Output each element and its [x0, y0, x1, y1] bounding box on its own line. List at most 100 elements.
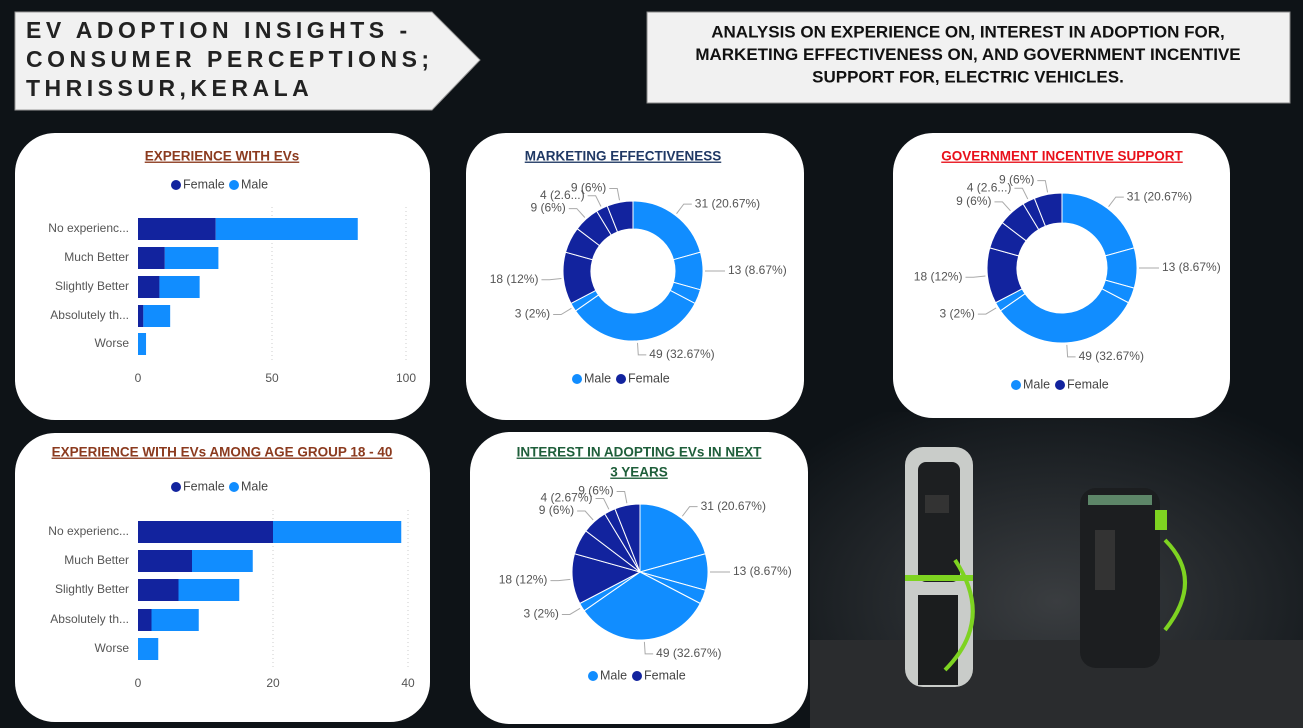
leader-line [1066, 344, 1076, 358]
data-label: 3 (2%) [515, 307, 550, 321]
y-tick-label: Absolutely th... [50, 612, 129, 626]
bar [151, 609, 199, 631]
leader-line [609, 187, 620, 201]
data-label: 3 (2%) [524, 607, 559, 621]
legend-marker [1055, 380, 1065, 390]
subtitle-box [646, 11, 1291, 104]
y-tick-label: Slightly Better [55, 279, 129, 293]
data-label: 3 (2%) [940, 306, 975, 320]
chart-title: EXPERIENCE WITH EVs [145, 149, 300, 164]
bar [138, 638, 159, 660]
bar [178, 579, 240, 601]
chart-title: MARKETING EFFECTIVENESS [525, 149, 722, 164]
legend-marker [632, 671, 642, 681]
data-label: 4 (2.6...) [967, 180, 1012, 194]
leader-line [994, 201, 1011, 212]
bar [273, 521, 402, 543]
data-label: 13 (8.67%) [733, 564, 792, 578]
legend-marker [616, 374, 626, 384]
data-label: 9 (6%) [956, 194, 991, 208]
legend-label: Male [584, 371, 611, 385]
x-tick-label: 0 [135, 371, 142, 385]
legend-label: Female [628, 371, 670, 385]
slice [1033, 192, 1063, 227]
legend-label: Female [644, 668, 686, 682]
card [15, 433, 430, 722]
y-tick-label: Slightly Better [55, 582, 129, 596]
bar [138, 333, 147, 355]
leader-line [1014, 187, 1029, 200]
x-tick-label: 100 [396, 371, 416, 385]
leader-line [587, 195, 602, 207]
leader-line [541, 278, 562, 281]
chart-title: GOVERNMENT INCENTIVE SUPPORT [941, 149, 1183, 164]
slice [614, 503, 641, 573]
subtitle-line: MARKETING EFFECTIVENESS ON, AND GOVERNME… [695, 45, 1240, 64]
leader-line [681, 506, 698, 517]
legend-marker [588, 671, 598, 681]
slice [606, 200, 634, 233]
title-banner [14, 11, 481, 111]
leader-line [643, 641, 654, 655]
data-label: 31 (20.67%) [1127, 189, 1192, 203]
data-label: 9 (6%) [999, 173, 1034, 187]
x-tick-label: 50 [265, 371, 279, 385]
data-label: 13 (8.67%) [728, 263, 787, 277]
bar [143, 305, 171, 327]
data-label: 49 (32.67%) [1079, 349, 1144, 363]
bar [138, 218, 216, 240]
leader-line [616, 490, 628, 504]
leader-line [965, 275, 986, 278]
bar [138, 247, 165, 269]
x-tick-label: 20 [266, 676, 280, 690]
y-tick-label: No experienc... [48, 524, 129, 538]
slice [583, 571, 701, 641]
data-label: 31 (20.67%) [701, 499, 766, 513]
leader-line [568, 208, 586, 218]
data-label: 4 (2.6...) [540, 188, 585, 202]
legend-marker [229, 482, 239, 492]
y-tick-label: Worse [95, 641, 130, 655]
data-label: 31 (20.67%) [695, 196, 760, 210]
leader-line [553, 307, 572, 316]
bar [159, 276, 200, 298]
slice [999, 288, 1130, 344]
legend-label: Female [183, 177, 225, 191]
subtitle: ANALYSIS ON EXPERIENCE ON, INTEREST IN A… [695, 22, 1240, 86]
legend-marker [572, 374, 582, 384]
leader-line [676, 203, 692, 214]
bar [138, 305, 144, 327]
legend-label: Male [600, 668, 627, 682]
bar [138, 579, 179, 601]
data-label: 18 (12%) [490, 272, 539, 286]
legend-label: Female [183, 479, 225, 493]
x-tick-label: 0 [135, 676, 142, 690]
card [466, 133, 804, 420]
legend-marker [171, 180, 181, 190]
subtitle-line: SUPPORT FOR, ELECTRIC VEHICLES. [812, 67, 1124, 86]
data-label: 18 (12%) [914, 269, 963, 283]
legend-label: Male [241, 479, 268, 493]
title: EV ADOPTION INSIGHTS - CONSUMER PERCEPTIO… [26, 17, 429, 101]
data-label: 9 (6%) [578, 484, 613, 498]
y-tick-label: Much Better [64, 553, 129, 567]
leader-line [595, 498, 610, 510]
chart-title: 3 YEARS [610, 465, 668, 480]
x-tick-label: 40 [401, 676, 415, 690]
legend-label: Female [1067, 377, 1109, 391]
leader-line [577, 510, 594, 521]
card [893, 133, 1230, 418]
data-label: 49 (32.67%) [649, 347, 714, 361]
data-label: 4 (2.67%) [541, 491, 593, 505]
y-tick-label: No experienc... [48, 221, 129, 235]
y-tick-label: Worse [95, 336, 130, 350]
leader-line [1037, 180, 1049, 193]
slice [639, 503, 707, 573]
leader-line [1108, 196, 1124, 207]
legend-label: Male [1023, 377, 1050, 391]
data-label: 49 (32.67%) [656, 646, 721, 660]
legend-marker [229, 180, 239, 190]
chart-title: INTEREST IN ADOPTING EVs IN NEXT [517, 445, 763, 460]
bar [138, 276, 160, 298]
